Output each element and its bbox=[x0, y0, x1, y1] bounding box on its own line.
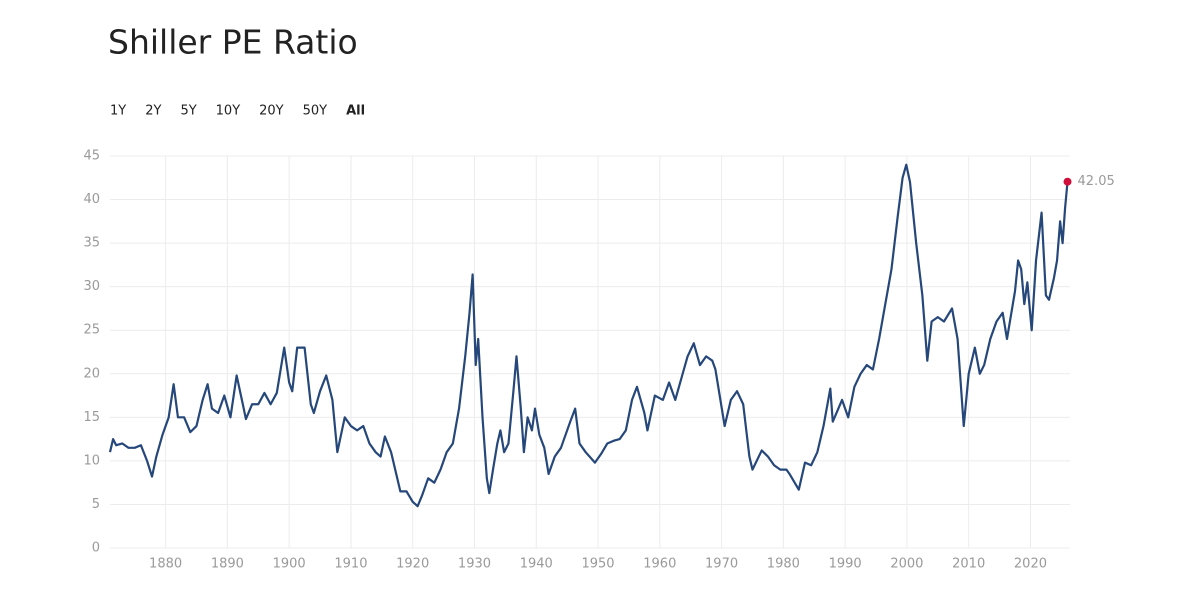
y-tick-label: 45 bbox=[83, 149, 100, 164]
x-tick-label: 1900 bbox=[273, 557, 306, 572]
x-tick-label: 1970 bbox=[705, 557, 738, 572]
y-tick-label: 25 bbox=[83, 323, 100, 338]
range-button[interactable]: All bbox=[346, 104, 365, 119]
range-button[interactable]: 50Y bbox=[303, 104, 328, 119]
x-tick-label: 2020 bbox=[1014, 557, 1047, 572]
x-tick-label: 2010 bbox=[952, 557, 985, 572]
x-tick-label: 1930 bbox=[458, 557, 491, 572]
x-tick-label: 1990 bbox=[829, 557, 862, 572]
x-tick-label: 1920 bbox=[396, 557, 429, 572]
x-tick-label: 1950 bbox=[581, 557, 614, 572]
y-tick-label: 30 bbox=[83, 279, 100, 294]
line bbox=[108, 163, 1069, 508]
chart-title: Shiller PE Ratio bbox=[108, 23, 358, 62]
y-tick-label: 0 bbox=[92, 541, 100, 556]
range-button[interactable]: 20Y bbox=[259, 104, 284, 119]
y-tick-label: 40 bbox=[83, 192, 100, 207]
last-point bbox=[1063, 177, 1072, 186]
x-tick-label: 1980 bbox=[767, 557, 800, 572]
range-button[interactable]: 5Y bbox=[180, 104, 196, 119]
y-tick-label: 20 bbox=[83, 366, 100, 381]
range-button[interactable]: 10Y bbox=[216, 104, 241, 119]
x-tick-label: 1890 bbox=[211, 557, 244, 572]
range-button[interactable]: 1Y bbox=[110, 104, 126, 119]
y-tick-label: 35 bbox=[83, 236, 100, 251]
x-tick-label: 1940 bbox=[520, 557, 553, 572]
x-tick-label: 1960 bbox=[643, 557, 676, 572]
last-value-label: 42.05 bbox=[1078, 174, 1115, 189]
y-tick-label: 15 bbox=[83, 410, 100, 425]
x-tick-label: 2000 bbox=[890, 557, 923, 572]
y-tick-label: 5 bbox=[92, 497, 100, 512]
y-tick-label: 10 bbox=[83, 453, 100, 468]
x-tick-label: 1880 bbox=[149, 557, 182, 572]
x-tick-label: 1910 bbox=[334, 557, 367, 572]
range-button[interactable]: 2Y bbox=[145, 104, 161, 119]
